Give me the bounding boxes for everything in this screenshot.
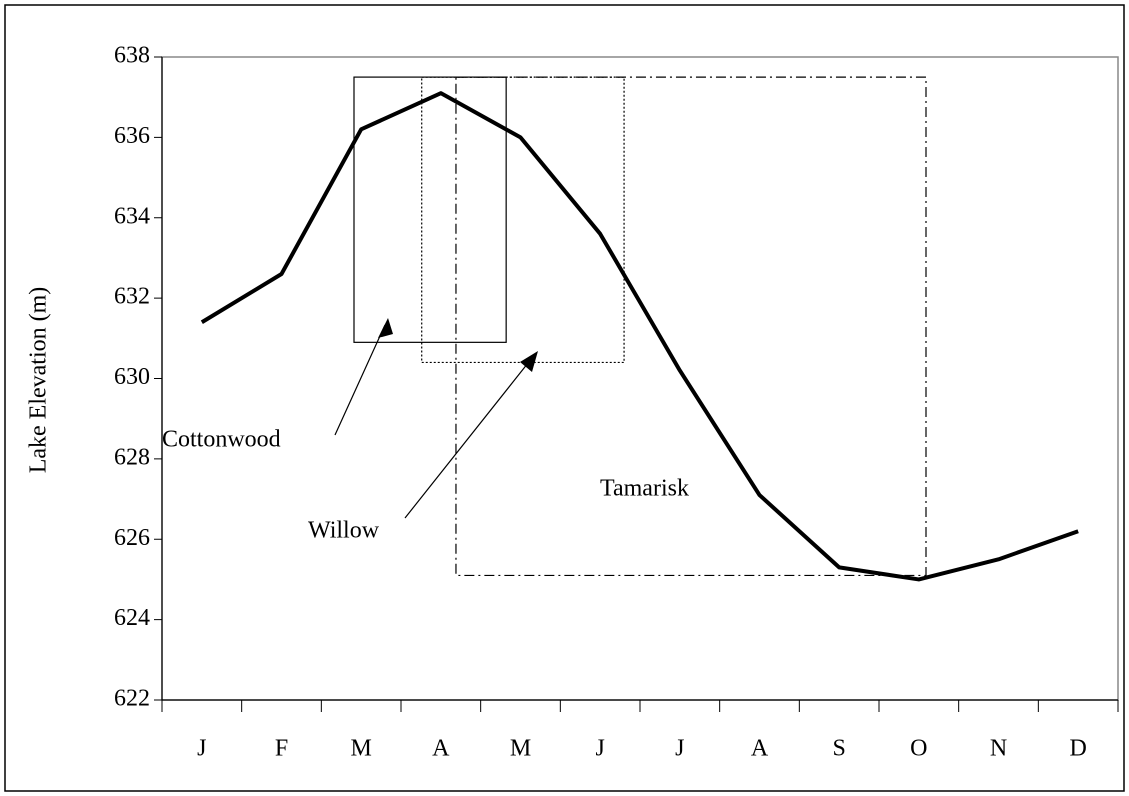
x-tick-label: A [432,736,450,762]
y-tick-label: 630 [114,364,150,390]
y-tick-label: 636 [114,123,150,149]
arrow [334,324,386,436]
y-axis-label: Lake Elevation (m) [26,287,52,474]
x-tick-label: M [510,736,531,762]
region-label: Tamarisk [600,476,689,502]
x-tick-label: J [197,736,206,762]
y-tick-label: 626 [114,525,150,551]
arrow-head [378,318,393,338]
x-tick-label: N [990,736,1007,762]
x-tick-label: S [832,736,845,762]
y-tick-label: 622 [114,686,150,712]
region-label: Cottonwood [162,427,281,453]
y-tick-label: 632 [114,284,150,310]
x-tick-label: D [1069,736,1086,762]
x-tick-label: A [751,736,769,762]
arrow [404,357,533,519]
x-tick-label: M [350,736,371,762]
region-label: Willow [308,518,380,544]
y-tick-label: 628 [114,444,150,470]
arrow-head [520,351,538,372]
x-tick-label: J [595,736,604,762]
y-tick-label: 634 [114,203,150,229]
data-line [200,91,1079,582]
chart-frame [4,4,1125,792]
region-box [455,76,927,577]
y-tick-label: 624 [114,605,150,631]
y-tick-label: 638 [114,43,150,69]
x-tick-label: F [275,736,288,762]
x-tick-label: J [675,736,684,762]
x-tick-label: O [910,736,927,762]
